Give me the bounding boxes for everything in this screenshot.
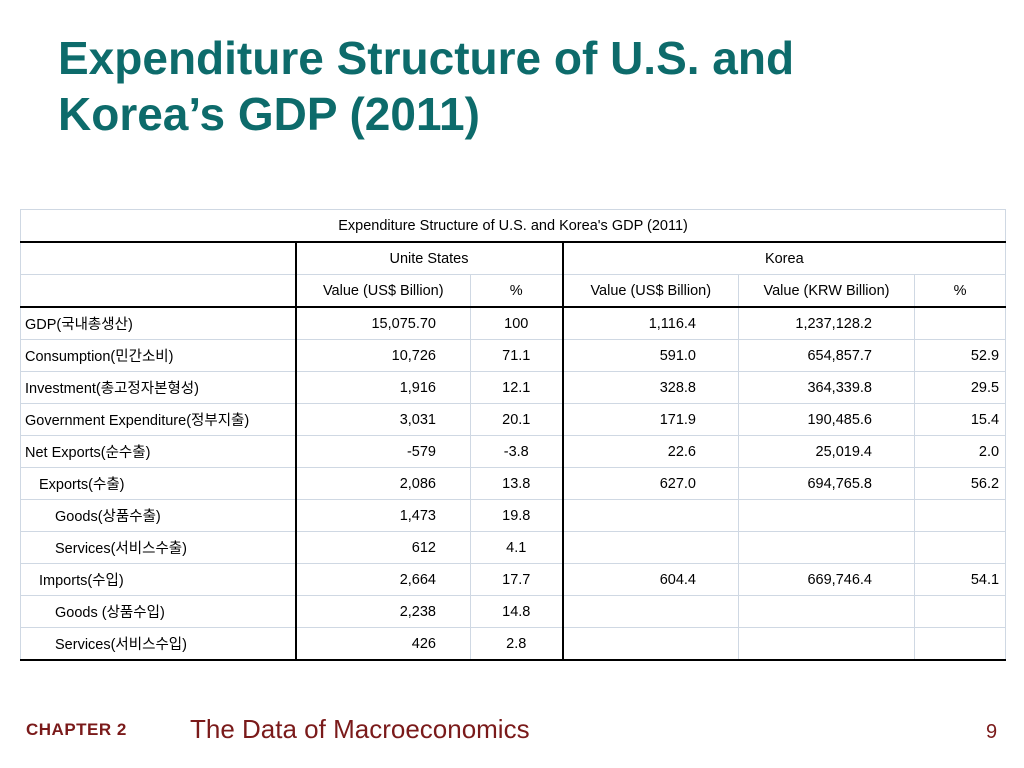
table-row: Services(서비스수출) 612 4.1 [20,531,1007,564]
table-row: Net Exports(순수출) -579 -3.8 22.6 25,019.4… [20,435,1007,468]
kr-krw-cell: 190,485.6 [738,403,915,436]
us-value-cell: 1,473 [294,499,471,532]
row-label: Exports(수출) [20,467,296,500]
us-value-cell: 2,664 [294,563,471,596]
col-header-us-pct: % [470,274,563,308]
row-label: Services(서비스수출) [20,531,296,564]
kr-usd-cell: 591.0 [561,339,739,372]
kr-usd-cell [561,499,739,532]
footer-chapter: CHAPTER 2 [26,720,127,739]
kr-krw-cell: 694,765.8 [738,467,915,500]
us-value-cell: 426 [294,627,471,661]
kr-usd-cell: 171.9 [561,403,739,436]
row-label: Imports(수입) [20,563,296,596]
us-value-cell: 15,075.70 [294,306,471,340]
group-header-korea: Korea [561,241,1007,275]
kr-pct-cell: 29.5 [913,371,1007,404]
kr-pct-cell [913,627,1007,661]
table-row: Consumption(민간소비) 10,726 71.1 591.0 654,… [20,339,1007,372]
kr-pct-cell [913,531,1007,564]
table-header-empty [20,274,296,308]
kr-krw-cell: 364,339.8 [738,371,915,404]
kr-usd-cell [561,627,739,661]
row-label: Services(서비스수입) [20,627,296,661]
row-label: Consumption(민간소비) [20,339,296,372]
us-pct-cell: 2.8 [470,627,563,661]
kr-pct-cell: 56.2 [913,467,1007,500]
kr-pct-cell [913,595,1007,628]
kr-krw-cell [738,595,915,628]
table-caption: Expenditure Structure of U.S. and Korea'… [19,209,1007,243]
slide-title-line2: Korea’s GDP (2011) [58,88,480,140]
us-pct-cell: 17.7 [470,563,563,596]
row-label: Investment(총고정자본형성) [20,371,296,404]
kr-krw-cell [738,499,915,532]
table-row: Goods(상품수출) 1,473 19.8 [20,499,1007,532]
kr-usd-cell: 627.0 [561,467,739,500]
col-header-kr-pct: % [913,274,1007,308]
table-column-header-row: Value (US$ Billion) % Value (US$ Billion… [20,274,1007,308]
kr-usd-cell: 22.6 [561,435,739,468]
us-pct-cell: -3.8 [470,435,563,468]
us-value-cell: 2,086 [294,467,471,500]
kr-krw-cell: 669,746.4 [738,563,915,596]
kr-usd-cell [561,531,739,564]
table-row: Exports(수출) 2,086 13.8 627.0 694,765.8 5… [20,467,1007,500]
kr-usd-cell: 604.4 [561,563,739,596]
us-pct-cell: 12.1 [470,371,563,404]
us-value-cell: 1,916 [294,371,471,404]
slide-title-line1: Expenditure Structure of U.S. and [58,32,795,84]
kr-krw-cell: 1,237,128.2 [738,306,915,340]
kr-pct-cell: 15.4 [913,403,1007,436]
us-pct-cell: 13.8 [470,467,563,500]
kr-krw-cell [738,531,915,564]
table-row: Government Expenditure(정부지출) 3,031 20.1 … [20,403,1007,436]
kr-pct-cell [913,499,1007,532]
kr-usd-cell: 1,116.4 [561,306,739,340]
table-header-empty [20,241,296,275]
row-label: Government Expenditure(정부지출) [20,403,296,436]
us-value-cell: -579 [294,435,471,468]
us-pct-cell: 100 [470,306,563,340]
us-value-cell: 2,238 [294,595,471,628]
row-label: Goods (상품수입) [20,595,296,628]
us-pct-cell: 71.1 [470,339,563,372]
group-header-us: Unite States [294,241,563,275]
kr-krw-cell: 654,857.7 [738,339,915,372]
kr-usd-cell [561,595,739,628]
us-value-cell: 10,726 [294,339,471,372]
footer-page-number: 9 [986,721,998,743]
kr-pct-cell [913,306,1007,340]
table-row: GDP(국내총생산) 15,075.70 100 1,116.4 1,237,1… [20,306,1007,340]
col-header-kr-krw: Value (KRW Billion) [738,274,915,308]
row-label: GDP(국내총생산) [20,306,296,340]
kr-pct-cell: 52.9 [913,339,1007,372]
footer-subject: The Data of Macroeconomics [190,714,530,744]
table-group-header-row: Unite States Korea [20,241,1007,275]
us-value-cell: 612 [294,531,471,564]
kr-krw-cell: 25,019.4 [738,435,915,468]
col-header-kr-usd: Value (US$ Billion) [561,274,739,308]
table-row: Services(서비스수입) 426 2.8 [20,627,1007,661]
table-row: Investment(총고정자본형성) 1,916 12.1 328.8 364… [20,371,1007,404]
col-header-us-value: Value (US$ Billion) [294,274,471,308]
kr-pct-cell: 54.1 [913,563,1007,596]
us-pct-cell: 19.8 [470,499,563,532]
table-caption-row: Expenditure Structure of U.S. and Korea'… [19,209,1007,243]
table-row: Imports(수입) 2,664 17.7 604.4 669,746.4 5… [20,563,1007,596]
kr-pct-cell: 2.0 [913,435,1007,468]
kr-krw-cell [738,627,915,661]
slide-title: Expenditure Structure of U.S. and Korea’… [58,30,998,142]
us-pct-cell: 4.1 [470,531,563,564]
us-pct-cell: 14.8 [470,595,563,628]
row-label: Net Exports(순수출) [20,435,296,468]
kr-usd-cell: 328.8 [561,371,739,404]
gdp-expenditure-table: Expenditure Structure of U.S. and Korea'… [19,209,1007,661]
us-pct-cell: 20.1 [470,403,563,436]
us-value-cell: 3,031 [294,403,471,436]
table-row: Goods (상품수입) 2,238 14.8 [20,595,1007,628]
row-label: Goods(상품수출) [20,499,296,532]
